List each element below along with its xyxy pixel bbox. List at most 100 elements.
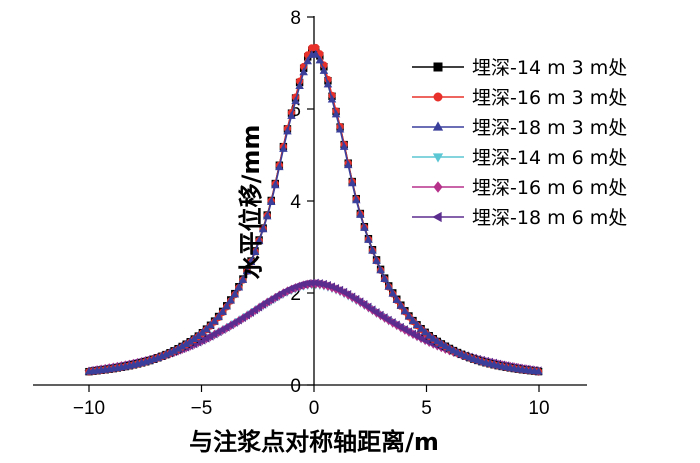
series-marker [279,144,288,152]
series-marker [392,295,402,303]
series-marker [376,265,385,274]
x-tick-label: 5 [421,398,432,419]
y-tick-label: 8 [290,8,301,29]
legend-item: 埋深-18 m 6 m处 [412,207,627,229]
series-marker [295,81,304,90]
y-tick-label: 4 [290,192,301,213]
legend-label: 埋深-16 m 6 m处 [472,177,627,199]
legend-item: 埋深-18 m 3 m处 [412,117,627,139]
series-marker [291,96,300,105]
series-marker [368,246,377,254]
series-marker [234,282,244,291]
series-marker [408,316,418,324]
legend-marker [433,62,443,72]
series-marker [416,324,426,332]
series-marker [420,327,430,336]
legend-item: 埋深-14 m 6 m处 [412,147,627,169]
series-marker [283,126,292,135]
series-marker [534,366,543,375]
series-marker [222,301,231,310]
y-axis-title: 水平位移/mm [237,125,265,280]
legend-label: 埋深-14 m 3 m处 [472,57,627,79]
series-marker [331,109,341,118]
legend-marker [433,181,443,193]
legend-item: 埋深-14 m 3 m处 [412,57,627,79]
series-marker [360,223,369,231]
series-marker [303,56,312,65]
series-marker [254,236,264,245]
series-marker [453,347,462,356]
series-marker [315,55,325,64]
series-marker [396,300,406,309]
series-marker [412,320,422,328]
y-tick-label: 2 [290,284,301,305]
series-marker [218,307,227,315]
series-layer [84,43,543,376]
series-marker [384,281,393,290]
series-marker [299,67,308,76]
series-marker [441,341,450,350]
series-marker [230,289,240,298]
series-marker [335,124,345,133]
series-marker [275,162,284,171]
series-marker [404,311,414,320]
series-marker [271,180,280,189]
series-marker [445,343,454,352]
x-tick-label: −5 [191,398,213,419]
legend-marker [432,211,442,223]
series-marker [437,339,446,347]
series-marker [424,330,434,339]
series-marker [352,195,361,204]
series-marker [449,345,458,354]
series-marker [246,257,256,265]
series-3 [84,49,543,375]
legend-label: 埋深-18 m 3 m处 [472,117,627,139]
series-marker [348,178,357,187]
legend-label: 埋深-16 m 3 m处 [472,87,627,109]
series-marker [372,256,381,264]
legend-marker [433,92,443,102]
series-marker [210,316,219,325]
legend-marker [432,121,444,131]
series-marker [339,142,349,150]
series-marker [250,247,260,255]
legend-item: 埋深-16 m 6 m处 [412,177,627,199]
y-tick-label: 6 [290,100,301,121]
series-marker [380,274,389,282]
x-tick-label: 10 [528,398,549,419]
legend-label: 埋深-18 m 6 m处 [472,207,627,229]
y-ticks: 0 2 4 6 8 [290,8,314,397]
series-marker [202,324,211,333]
series-marker [226,295,235,304]
series-marker [429,333,438,342]
series-marker [238,275,248,283]
series-marker [262,211,272,220]
series-marker [319,66,329,74]
series-marker [287,111,296,119]
series-marker [323,79,333,88]
series-marker [214,312,223,320]
series-marker [206,320,215,329]
series-marker [258,224,268,233]
legend-item: 埋深-16 m 3 m处 [412,87,627,109]
series-marker [311,49,321,58]
x-tick-label: 0 [309,398,320,419]
series-marker [400,306,410,315]
y-tick-label: 0 [290,376,301,397]
series-marker [327,94,337,103]
series-marker [388,288,397,297]
x-ticks: −10 −5 0 5 10 [73,385,550,419]
series-marker [267,197,276,205]
legend-marker [432,153,444,163]
x-axis-title: 与注浆点对称轴距离/m [189,428,439,456]
series-marker [433,336,442,345]
series-marker [364,235,373,243]
series-marker [343,160,353,169]
series-marker [356,210,365,218]
legend-label: 埋深-14 m 6 m处 [472,147,627,169]
series-marker [242,266,252,275]
x-tick-label: −10 [73,398,105,419]
